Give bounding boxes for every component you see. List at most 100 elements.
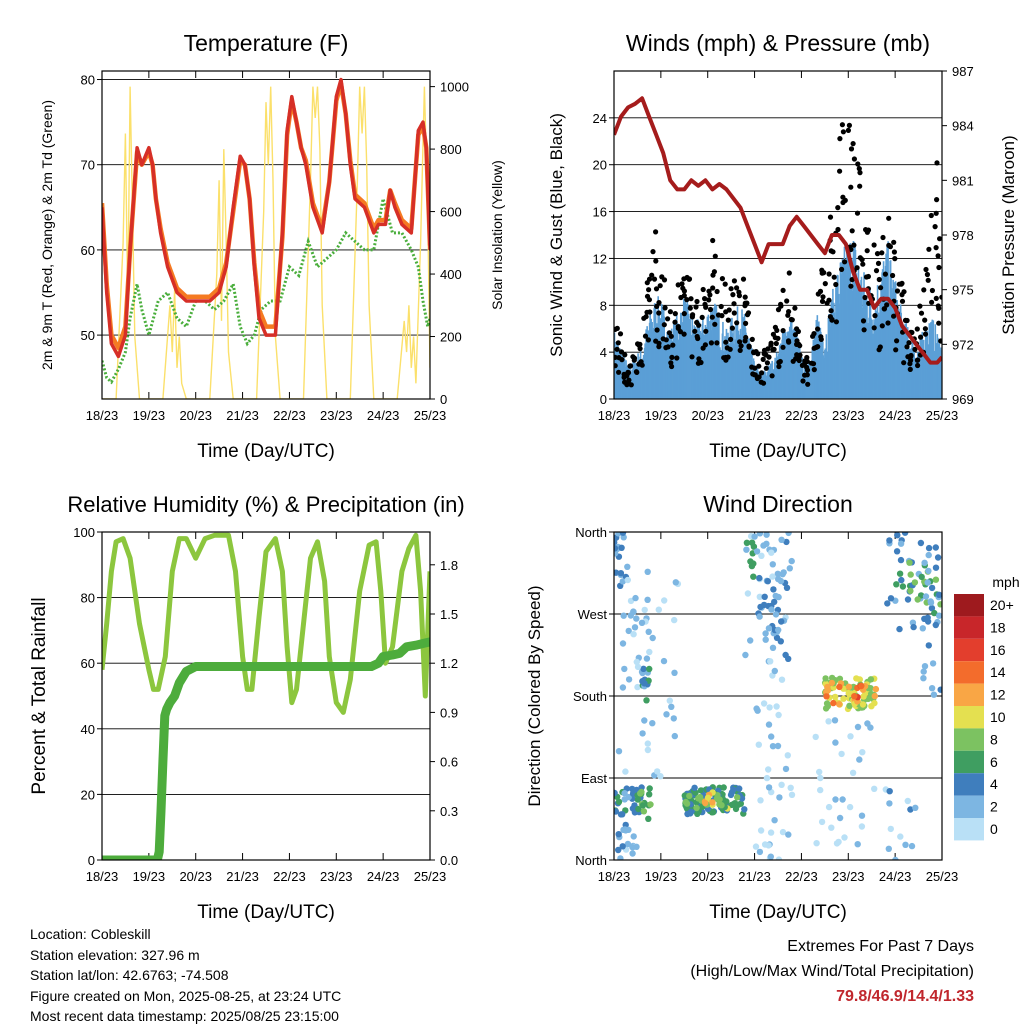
gust-point — [710, 272, 716, 278]
gust-point — [891, 249, 898, 255]
direction-point — [785, 655, 792, 662]
gust-point — [760, 356, 766, 362]
gust-point — [674, 355, 680, 361]
x-tick-label: 21/23 — [226, 869, 259, 884]
y-tick-label: 0 — [600, 392, 607, 407]
direction-point — [911, 579, 919, 586]
y-tick-label: 8 — [600, 298, 607, 313]
gust-point — [886, 215, 892, 221]
direction-point — [856, 676, 863, 683]
gust-point — [743, 320, 749, 326]
most-recent-timestamp: Most recent data timestamp: 2025/08/25 2… — [30, 1008, 339, 1024]
gust-point — [675, 324, 681, 330]
gust-point — [744, 312, 751, 318]
direction-point — [638, 619, 646, 626]
gust-point — [770, 347, 776, 353]
colorbar-swatch — [954, 750, 984, 774]
gust-point — [725, 354, 731, 360]
direction-point — [775, 593, 782, 601]
gust-point — [857, 183, 863, 189]
direction-point — [686, 792, 693, 800]
gust-point — [936, 320, 942, 326]
direction-point — [756, 613, 763, 620]
gust-point — [742, 294, 748, 300]
x-tick-label: 18/23 — [86, 408, 119, 423]
gust-point — [835, 226, 841, 233]
y2-tick-label: 400 — [440, 267, 462, 282]
x-tick-label: 20/23 — [179, 408, 212, 423]
direction-point — [838, 750, 845, 758]
gust-point — [653, 229, 659, 235]
direction-point — [893, 548, 901, 555]
direction-point — [921, 663, 929, 670]
direction-point — [846, 803, 854, 811]
direction-point — [620, 612, 627, 619]
direction-point — [767, 658, 774, 665]
direction-point — [931, 609, 938, 617]
direction-point — [932, 576, 940, 583]
gust-point — [880, 234, 886, 241]
gust-point — [845, 127, 852, 133]
x-tick-label: 22/23 — [785, 869, 818, 884]
direction-point — [813, 840, 820, 847]
direction-point — [775, 711, 782, 719]
gust-point — [752, 372, 758, 378]
gust-point — [786, 339, 792, 345]
gust-point — [935, 303, 941, 309]
direction-point — [925, 642, 932, 649]
gust-point — [875, 260, 882, 266]
extremes-summary: Extremes For Past 7 Days (High/Low/Max W… — [690, 934, 974, 1009]
direction-point — [655, 606, 662, 613]
y-tick-label: 80 — [81, 73, 95, 88]
direction-point — [906, 559, 913, 566]
x-tick-label: 20/23 — [691, 869, 724, 884]
gust-point — [829, 316, 835, 323]
x-tick-label: 23/23 — [832, 869, 865, 884]
direction-point — [775, 626, 782, 634]
direction-point — [765, 625, 773, 632]
direction-point — [753, 548, 761, 555]
gust-point — [848, 146, 855, 152]
direction-point — [823, 693, 830, 700]
gust-point — [614, 346, 620, 352]
y-tick-label: South — [573, 689, 607, 704]
gust-point — [707, 306, 714, 313]
direction-point — [782, 765, 790, 773]
gust-point — [616, 369, 622, 375]
direction-point — [839, 796, 846, 803]
x-tick-label: 25/23 — [414, 408, 447, 423]
direction-point — [851, 693, 858, 700]
gust-point — [654, 327, 660, 333]
direction-point — [914, 596, 921, 603]
direction-point — [871, 785, 878, 792]
direction-point — [646, 791, 653, 798]
gust-point — [819, 298, 826, 304]
gust-point — [939, 294, 942, 300]
gust-point — [679, 281, 685, 287]
direction-point — [671, 732, 678, 740]
gust-point — [929, 299, 935, 305]
gust-point — [734, 320, 740, 326]
plot-area — [102, 77, 430, 399]
gust-point — [804, 367, 811, 373]
direction-point — [886, 537, 893, 544]
gust-point — [775, 307, 782, 313]
y-axis-label: Percent & Total Rainfall — [29, 597, 50, 794]
y2-tick-label: 600 — [440, 205, 462, 220]
x-tick-label: 21/23 — [738, 869, 771, 884]
direction-point — [660, 657, 668, 665]
y2-tick-label: 981 — [952, 173, 974, 188]
direction-point — [763, 532, 770, 538]
gust-point — [800, 378, 806, 384]
direction-point — [672, 579, 679, 586]
gust-point — [805, 381, 811, 387]
colorbar-swatch — [954, 638, 984, 662]
gust-point — [819, 267, 825, 273]
gust-point — [646, 287, 652, 293]
gust-point — [934, 160, 940, 166]
gust-point — [731, 301, 737, 307]
direction-point — [768, 549, 775, 556]
direction-point — [836, 683, 843, 691]
colorbar-label: 6 — [990, 754, 998, 770]
